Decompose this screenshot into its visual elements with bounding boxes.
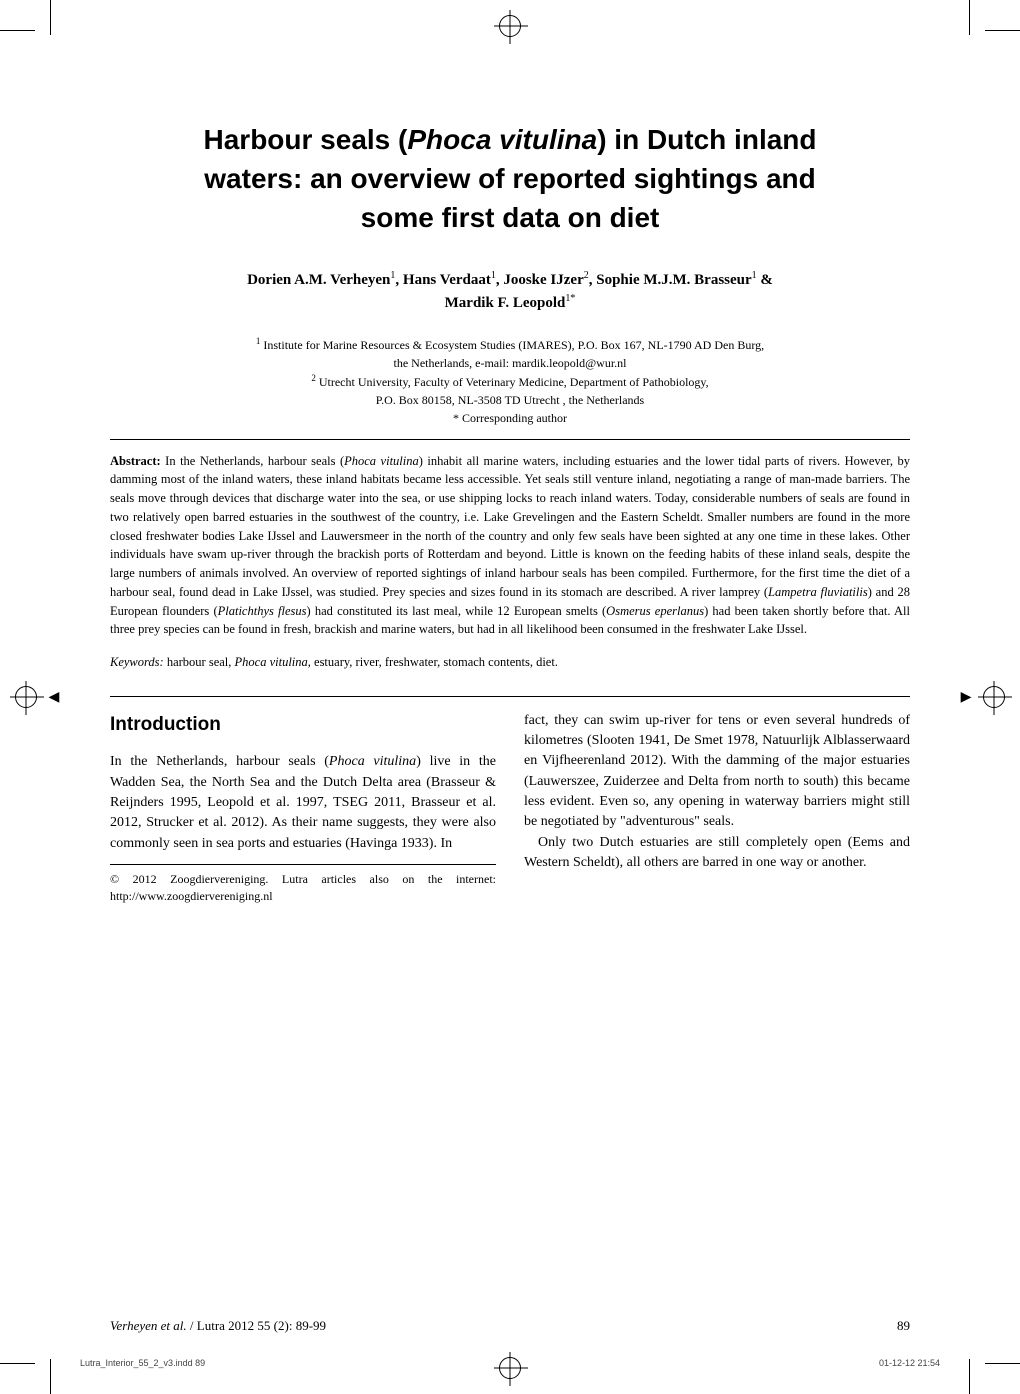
crop-mark (50, 1359, 51, 1394)
crop-mark (985, 30, 1020, 31)
crop-mark (0, 30, 35, 31)
registration-mark (15, 686, 37, 708)
keywords-text: harbour seal, (164, 655, 235, 669)
title-text: waters: an overview of reported sighting… (204, 163, 815, 194)
species-name: Phoca vitulina, (235, 655, 311, 669)
species-name: Lampetra fluviatilis (768, 585, 868, 599)
body-paragraph: Only two Dutch estuaries are still compl… (524, 833, 910, 874)
crop-mark (969, 1359, 970, 1394)
affil-text: Institute for Marine Resources & Ecosyst… (260, 338, 764, 352)
title-text: Harbour seals ( (204, 124, 408, 155)
arrow-right-icon: ► (957, 687, 975, 708)
author-sup: 1* (565, 293, 575, 304)
arrow-left-icon: ◄ (45, 687, 63, 708)
corresponding-author: * Corresponding author (453, 411, 567, 425)
author-name: Mardik F. Leopold (445, 295, 566, 311)
crop-mark (969, 0, 970, 35)
copyright-notice: © 2012 Zoogdiervereniging. Lutra article… (110, 871, 496, 905)
footer-citation: Verheyen et al. / Lutra 2012 55 (2): 89-… (110, 1318, 326, 1334)
crop-mark (50, 0, 51, 35)
registration-mark (983, 686, 1005, 708)
keywords: Keywords: harbour seal, Phoca vitulina, … (110, 653, 910, 672)
crop-mark (985, 1363, 1020, 1364)
keywords-label: Keywords: (110, 655, 164, 669)
abstract: Abstract: In the Netherlands, harbour se… (110, 452, 910, 640)
affiliations: 1 Institute for Marine Resources & Ecosy… (110, 335, 910, 427)
body-columns: Introduction In the Netherlands, harbour… (110, 711, 910, 905)
registration-mark (499, 15, 521, 37)
column-right: fact, they can swim up-river for tens or… (524, 711, 910, 905)
body-paragraph: In the Netherlands, harbour seals (Phoca… (110, 752, 496, 853)
keywords-text: estuary, river, freshwater, stomach cont… (311, 655, 558, 669)
page-footer: Verheyen et al. / Lutra 2012 55 (2): 89-… (110, 1318, 910, 1334)
crop-mark (0, 1363, 35, 1364)
divider (110, 864, 496, 865)
affil-text: Utrecht University, Faculty of Veterinar… (316, 375, 709, 389)
title-species: Phoca vitulina (407, 124, 597, 155)
page-content: Harbour seals (Phoca vitulina) in Dutch … (110, 60, 910, 1334)
author-name: Dorien A.M. Verheyen (247, 272, 390, 288)
authors: Dorien A.M. Verheyen1, Hans Verdaat1, Jo… (110, 268, 910, 315)
footer-authors: Verheyen et al. (110, 1318, 187, 1333)
title-text: some first data on diet (361, 202, 660, 233)
print-timestamp: 01-12-12 21:54 (879, 1358, 940, 1368)
article-title: Harbour seals (Phoca vitulina) in Dutch … (110, 120, 910, 238)
footer-journal: / Lutra 2012 55 (2): 89-99 (187, 1318, 326, 1333)
print-filename: Lutra_Interior_55_2_v3.indd 89 (80, 1358, 205, 1368)
species-name: Platichthys flesus (218, 604, 307, 618)
affil-text: the Netherlands, e-mail: mardik.leopold@… (394, 356, 627, 370)
title-text: ) in Dutch inland (597, 124, 816, 155)
species-name: Osmerus eperlanus (606, 604, 704, 618)
affil-text: P.O. Box 80158, NL-3508 TD Utrecht , the… (376, 393, 644, 407)
author-sep: , Jooske IJzer (496, 272, 584, 288)
species-name: Phoca vitulina (329, 754, 416, 769)
divider (110, 696, 910, 697)
abstract-label: Abstract: (110, 454, 161, 468)
abstract-text: ) had constituted its last meal, while 1… (307, 604, 607, 618)
print-footer: Lutra_Interior_55_2_v3.indd 89 01-12-12 … (80, 1358, 940, 1368)
author-sep: , Sophie M.J.M. Brasseur (589, 272, 752, 288)
column-left: Introduction In the Netherlands, harbour… (110, 711, 496, 905)
author-sep: & (757, 272, 773, 288)
abstract-text: ) inhabit all marine waters, including e… (110, 454, 910, 599)
body-text: In the Netherlands, harbour seals ( (110, 754, 329, 769)
author-sep: , Hans Verdaat (395, 272, 490, 288)
species-name: Phoca vitulina (344, 454, 419, 468)
page-number: 89 (897, 1318, 910, 1334)
body-paragraph: fact, they can swim up-river for tens or… (524, 711, 910, 833)
abstract-text: In the Netherlands, harbour seals ( (161, 454, 344, 468)
divider (110, 439, 910, 440)
section-heading: Introduction (110, 711, 496, 739)
